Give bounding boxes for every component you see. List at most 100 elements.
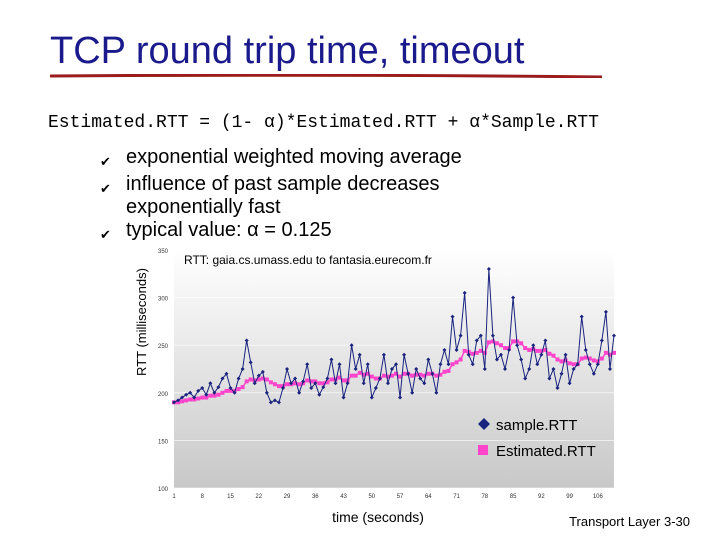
estimated-rtt-point <box>325 380 330 385</box>
sample-rtt-point <box>309 386 314 391</box>
sample-rtt-point <box>377 376 382 381</box>
sample-rtt-point <box>321 385 326 390</box>
estimated-rtt-point <box>349 373 354 378</box>
estimated-rtt-point <box>381 373 386 378</box>
sample-rtt-point <box>474 338 479 343</box>
sample-rtt-point <box>551 367 556 371</box>
estimated-rtt-point <box>337 375 342 380</box>
estimated-rtt-point <box>527 347 532 352</box>
estimated-rtt-point <box>212 393 217 398</box>
sample-rtt-point <box>240 367 245 371</box>
estimated-rtt-point <box>591 358 596 363</box>
sample-rtt-point <box>555 386 560 391</box>
sample-rtt-point <box>466 352 471 357</box>
sample-rtt-point <box>563 352 568 357</box>
sample-rtt-point <box>264 390 269 395</box>
sample-rtt-point <box>507 347 512 352</box>
legend-sample-marker <box>478 418 490 430</box>
sample-rtt-point <box>486 267 491 272</box>
estimated-rtt-point <box>482 350 487 355</box>
sample-rtt-point <box>325 376 330 381</box>
estimated-rtt-point <box>563 358 568 363</box>
sample-rtt-point <box>176 398 181 403</box>
sample-rtt-point <box>256 373 261 378</box>
sample-rtt-point <box>402 352 407 357</box>
estimated-rtt-point <box>285 382 290 387</box>
sample-rtt-point <box>248 360 253 365</box>
sample-rtt-point <box>591 371 596 376</box>
x-tick-label: 99 <box>566 494 573 500</box>
sample-rtt-point <box>180 395 185 400</box>
estimated-rtt-point <box>410 373 415 378</box>
sample-rtt-point <box>535 362 540 367</box>
estimated-rtt-point <box>583 355 588 360</box>
sample-rtt-point <box>297 390 302 395</box>
ewma-formula: Estimated.RTT = (1- α)*Estimated.RTT + α… <box>48 113 599 133</box>
x-tick-label: 106 <box>593 494 604 500</box>
estimated-rtt-point <box>353 373 358 378</box>
estimated-rtt-point <box>612 350 616 355</box>
bullet-list: ✔ exponential weighted moving average ✔ … <box>100 146 560 246</box>
estimated-rtt-point <box>385 374 390 379</box>
estimated-rtt-point <box>450 362 455 367</box>
estimated-rtt-point <box>256 377 261 382</box>
estimated-rtt-point <box>305 378 310 383</box>
y-tick-label: 200 <box>158 392 169 398</box>
estimated-rtt-point <box>224 388 229 393</box>
checkmark-bullet-icon: ✔ <box>100 227 111 242</box>
slide-footer: Transport Layer 3-30 <box>569 514 690 529</box>
estimated-rtt-point <box>454 360 459 365</box>
sample-rtt-point <box>595 362 600 367</box>
sample-rtt-point <box>200 386 205 391</box>
sample-rtt-point <box>547 376 552 381</box>
sample-rtt-point <box>434 390 439 395</box>
sample-rtt-point <box>305 362 310 367</box>
estimated-rtt-point <box>248 377 253 382</box>
estimated-rtt-point <box>228 388 233 393</box>
sample-rtt-point <box>260 369 265 374</box>
sample-rtt-point <box>361 381 366 386</box>
estimated-rtt-point <box>579 356 584 361</box>
sample-rtt-point <box>478 333 483 338</box>
legend-sample-label: sample.RTT <box>496 417 577 434</box>
estimated-rtt-point <box>220 390 225 395</box>
estimated-rtt-point <box>490 339 495 344</box>
estimated-rtt-point <box>422 373 427 378</box>
sample-rtt-point <box>293 376 298 381</box>
estimated-rtt-point <box>402 371 407 376</box>
sample-rtt-point <box>607 367 612 371</box>
sample-rtt-point <box>192 395 197 400</box>
sample-rtt-point <box>490 333 495 338</box>
sample-rtt-point <box>406 371 411 376</box>
y-tick-label: 150 <box>158 439 169 445</box>
chart-title: RTT: gaia.cs.umass.edu to fantasia.eurec… <box>184 253 432 267</box>
x-tick-label: 29 <box>284 494 291 500</box>
x-axis-label: time (seconds) <box>332 509 424 525</box>
sample-rtt-point <box>220 376 225 381</box>
sample-rtt-point <box>470 362 475 367</box>
y-axis-label: RTT (milliseconds) <box>134 268 149 376</box>
legend-estimated-marker <box>478 445 488 455</box>
estimated-rtt-point <box>486 340 491 345</box>
estimated-rtt-point <box>236 386 241 391</box>
x-tick-label: 78 <box>481 494 488 500</box>
slide-title: TCP round trip time, timeout <box>50 30 525 72</box>
sample-rtt-point <box>349 343 354 348</box>
sample-rtt-point <box>414 367 419 371</box>
estimated-rtt-point <box>587 356 592 361</box>
sample-rtt-point <box>373 386 378 391</box>
estimated-rtt-point <box>369 374 374 379</box>
sample-rtt-point <box>172 400 176 405</box>
estimated-rtt-point <box>361 372 366 377</box>
sample-rtt-point <box>430 371 435 376</box>
legend-estimated-label: Estimated.RTT <box>496 443 596 460</box>
sample-rtt-point <box>426 357 431 362</box>
sample-rtt-point <box>515 343 520 348</box>
estimated-rtt-point <box>607 352 612 357</box>
estimated-rtt-point <box>184 398 189 403</box>
estimated-rtt-point <box>426 371 431 376</box>
sample-rtt-point <box>527 367 532 371</box>
sample-rtt-point <box>204 392 209 397</box>
estimated-rtt-point <box>180 399 185 404</box>
sample-rtt-point <box>252 381 257 386</box>
